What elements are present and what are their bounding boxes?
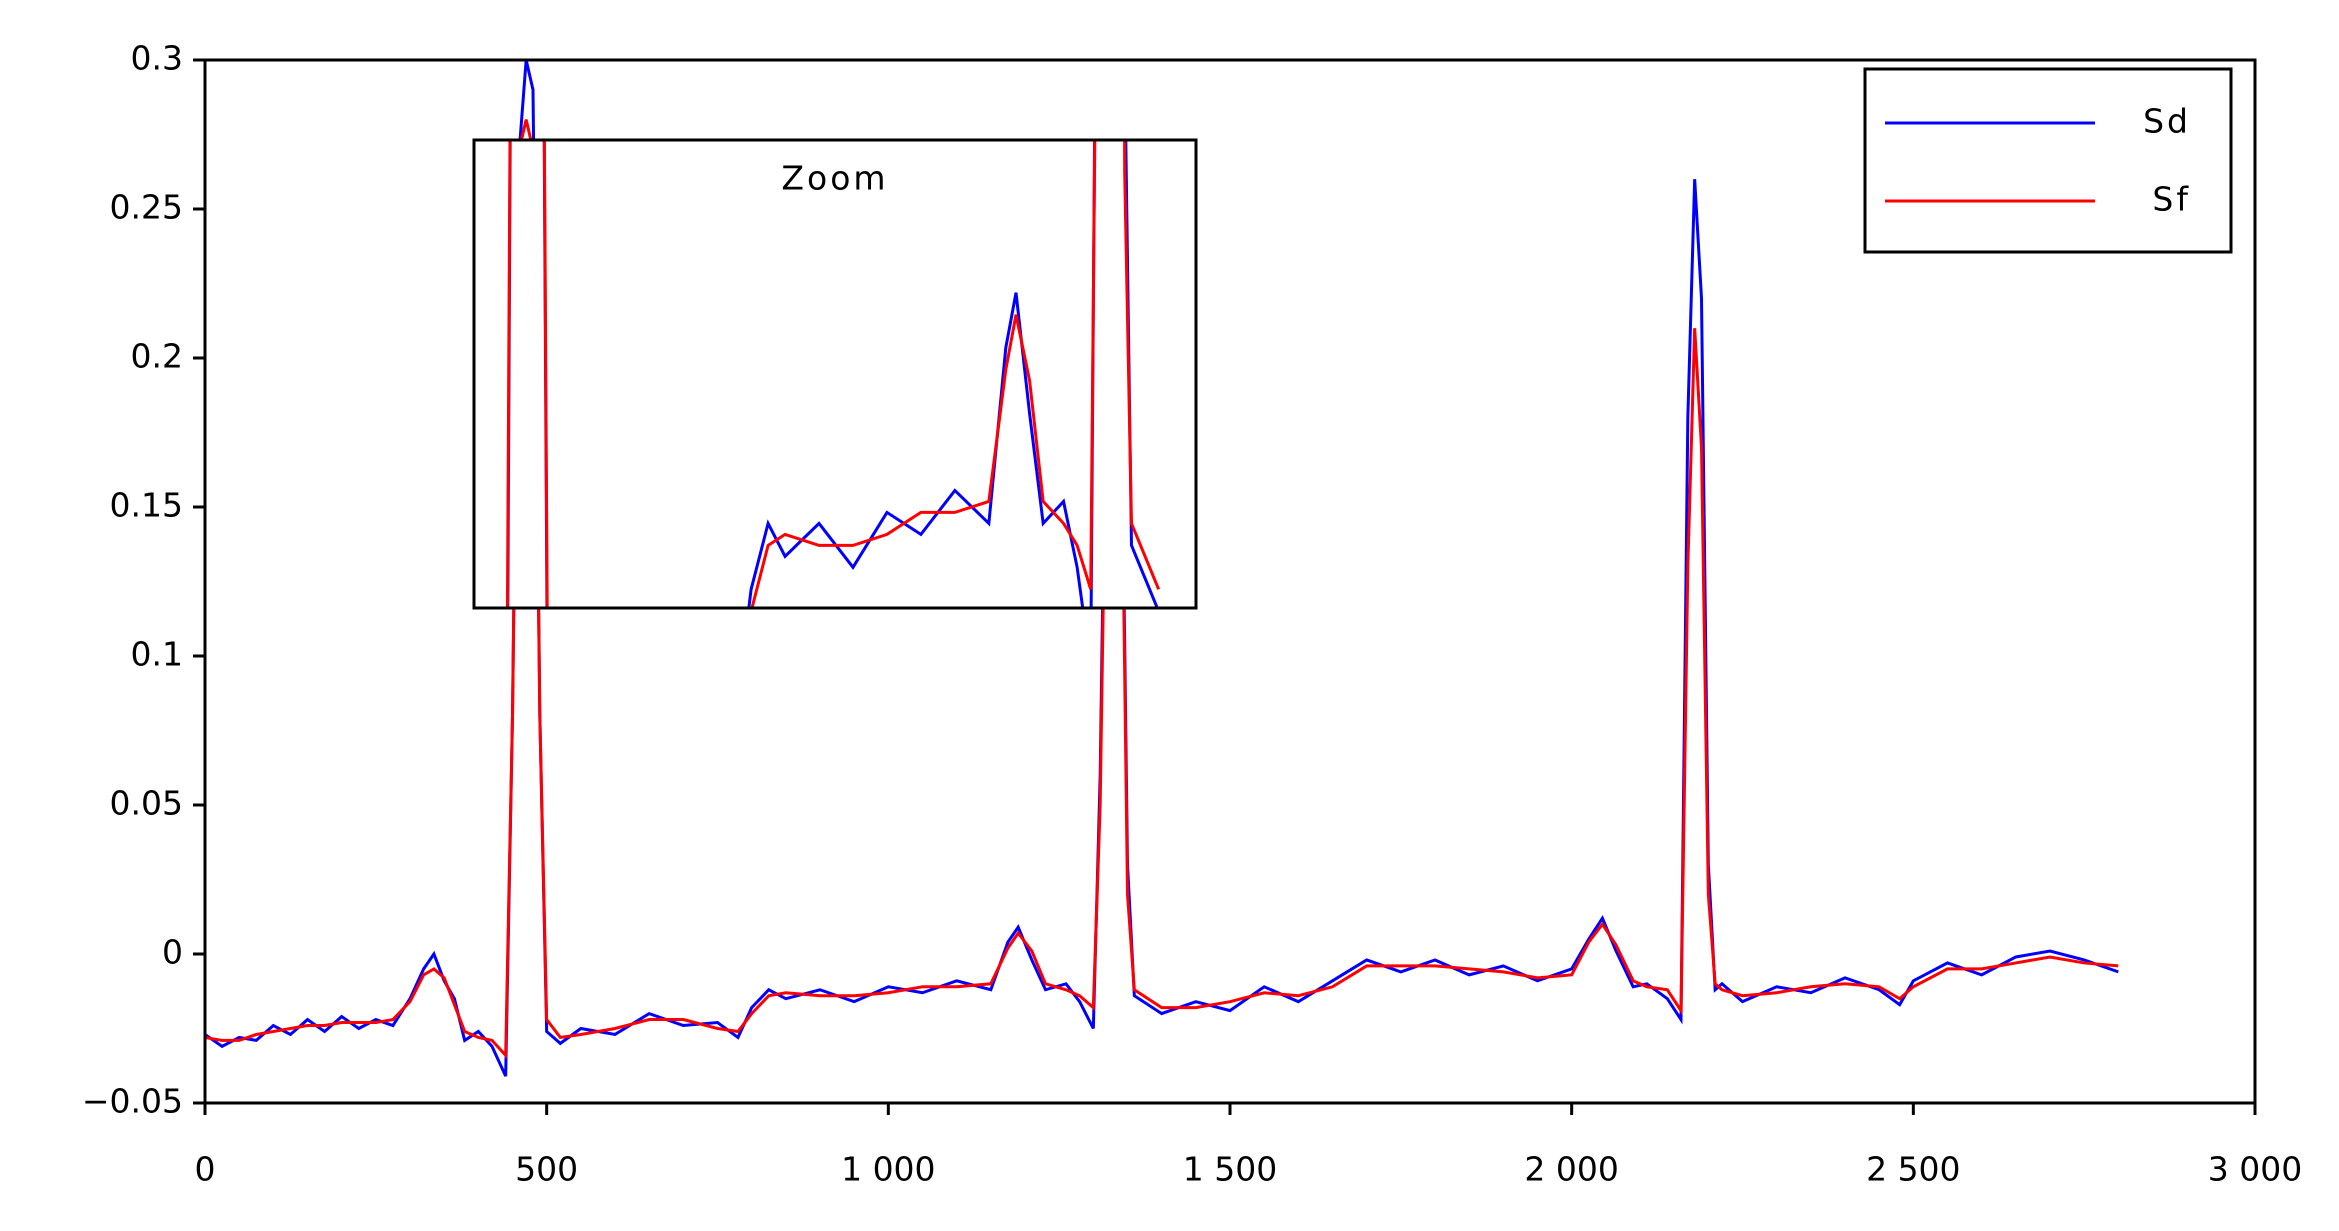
x-tick-label: 1 000 bbox=[841, 1150, 935, 1189]
inset-background bbox=[474, 140, 1196, 608]
y-tick-label: 0.15 bbox=[110, 486, 183, 525]
y-tick-label: 0.3 bbox=[131, 39, 183, 78]
legend-label: Sd bbox=[2143, 102, 2191, 141]
series-line bbox=[205, 119, 2119, 1060]
series-line bbox=[505, 140, 1161, 608]
legend-label: Sf bbox=[2152, 180, 2191, 219]
x-tick-label: 2 500 bbox=[1866, 1150, 1960, 1189]
x-tick-label: 0 bbox=[195, 1150, 216, 1189]
y-tick-label: 0.25 bbox=[110, 188, 183, 227]
y-tick-label: 0 bbox=[162, 933, 183, 972]
y-tick-label: −0.05 bbox=[82, 1082, 183, 1121]
x-tick-label: 500 bbox=[515, 1150, 578, 1189]
y-tick-label: 0.1 bbox=[131, 635, 183, 674]
plot-area bbox=[505, 140, 1161, 608]
y-tick-label: 0.05 bbox=[110, 784, 183, 823]
x-tick-label: 1 500 bbox=[1183, 1150, 1277, 1189]
plot-frame bbox=[472, 138, 1198, 610]
plot-area bbox=[205, 60, 2119, 1077]
inset-title: Zoom bbox=[781, 159, 888, 198]
x-tick-label: 2 000 bbox=[1524, 1150, 1618, 1189]
y-tick-label: 0.2 bbox=[131, 337, 183, 376]
x-tick-label: 3 000 bbox=[2208, 1150, 2302, 1189]
legend-box bbox=[1863, 67, 2233, 254]
